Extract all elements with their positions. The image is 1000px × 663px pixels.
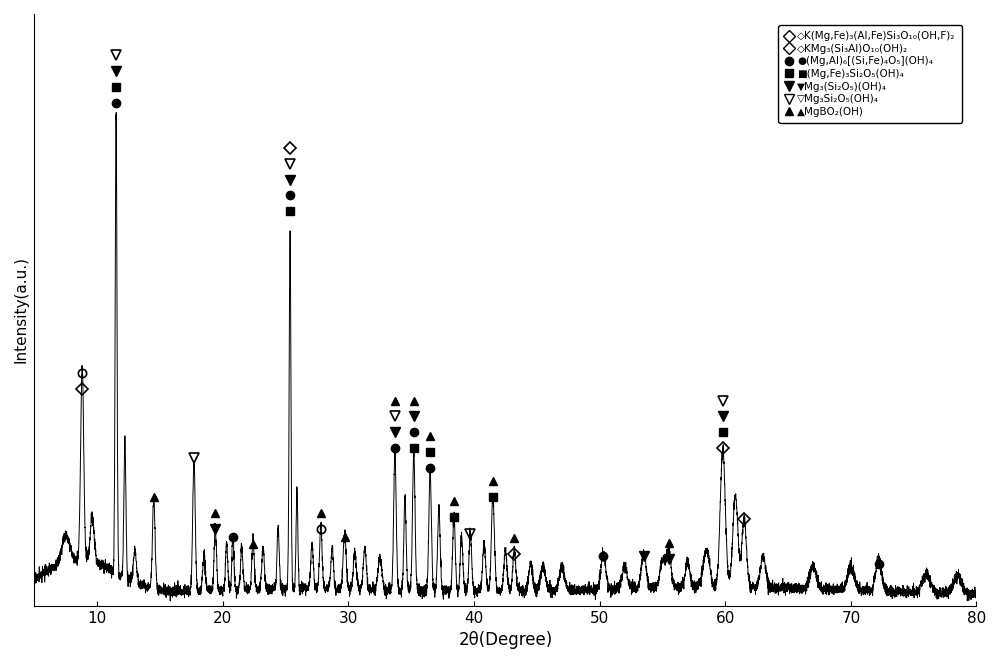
Y-axis label: Intensity(a.u.): Intensity(a.u.) [14,257,29,363]
X-axis label: 2θ(Degree): 2θ(Degree) [458,631,553,649]
Legend: ◇K(Mg,Fe)₃(Al,Fe)Si₃O₁₀(OH,F)₂, ◇KMg₃(Si₃Al)O₁₀(OH)₂, ●(Mg,Al)₆[(Si,Fe)₄O₅](OH)₄: ◇K(Mg,Fe)₃(Al,Fe)Si₃O₁₀(OH,F)₂, ◇KMg₃(Si… [778,25,962,123]
